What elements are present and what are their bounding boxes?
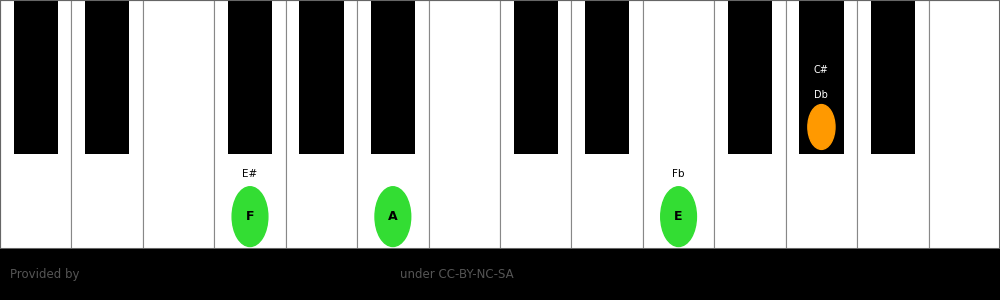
Bar xyxy=(728,0,772,154)
Text: F: F xyxy=(246,210,254,223)
Ellipse shape xyxy=(661,187,696,247)
Bar xyxy=(214,0,286,249)
Text: A: A xyxy=(388,210,398,223)
Ellipse shape xyxy=(375,187,411,247)
Bar xyxy=(571,0,643,249)
Bar xyxy=(286,0,357,249)
Bar xyxy=(71,0,143,249)
Text: Provided by: Provided by xyxy=(10,268,80,281)
Ellipse shape xyxy=(232,187,268,247)
Bar xyxy=(714,0,786,249)
Bar xyxy=(857,0,929,249)
Bar xyxy=(0,0,71,249)
Ellipse shape xyxy=(808,105,835,149)
Text: under CC-BY-NC-SA: under CC-BY-NC-SA xyxy=(400,268,514,281)
Bar xyxy=(357,0,429,249)
Bar xyxy=(929,0,1000,249)
Bar xyxy=(143,0,214,249)
Bar xyxy=(228,0,272,154)
Bar xyxy=(85,0,129,154)
Bar xyxy=(500,0,571,249)
Text: Db: Db xyxy=(814,90,828,100)
Bar xyxy=(371,0,415,154)
Text: E: E xyxy=(674,210,683,223)
Bar xyxy=(14,0,58,154)
Text: C#: C# xyxy=(814,65,829,75)
Bar xyxy=(799,0,844,154)
Bar xyxy=(514,0,558,154)
Bar xyxy=(585,0,629,154)
Bar xyxy=(299,0,344,154)
Text: Fb: Fb xyxy=(672,169,685,179)
Bar xyxy=(643,0,714,249)
Bar xyxy=(429,0,500,249)
Bar xyxy=(786,0,857,249)
Bar xyxy=(871,0,915,154)
Text: E#: E# xyxy=(242,169,258,179)
